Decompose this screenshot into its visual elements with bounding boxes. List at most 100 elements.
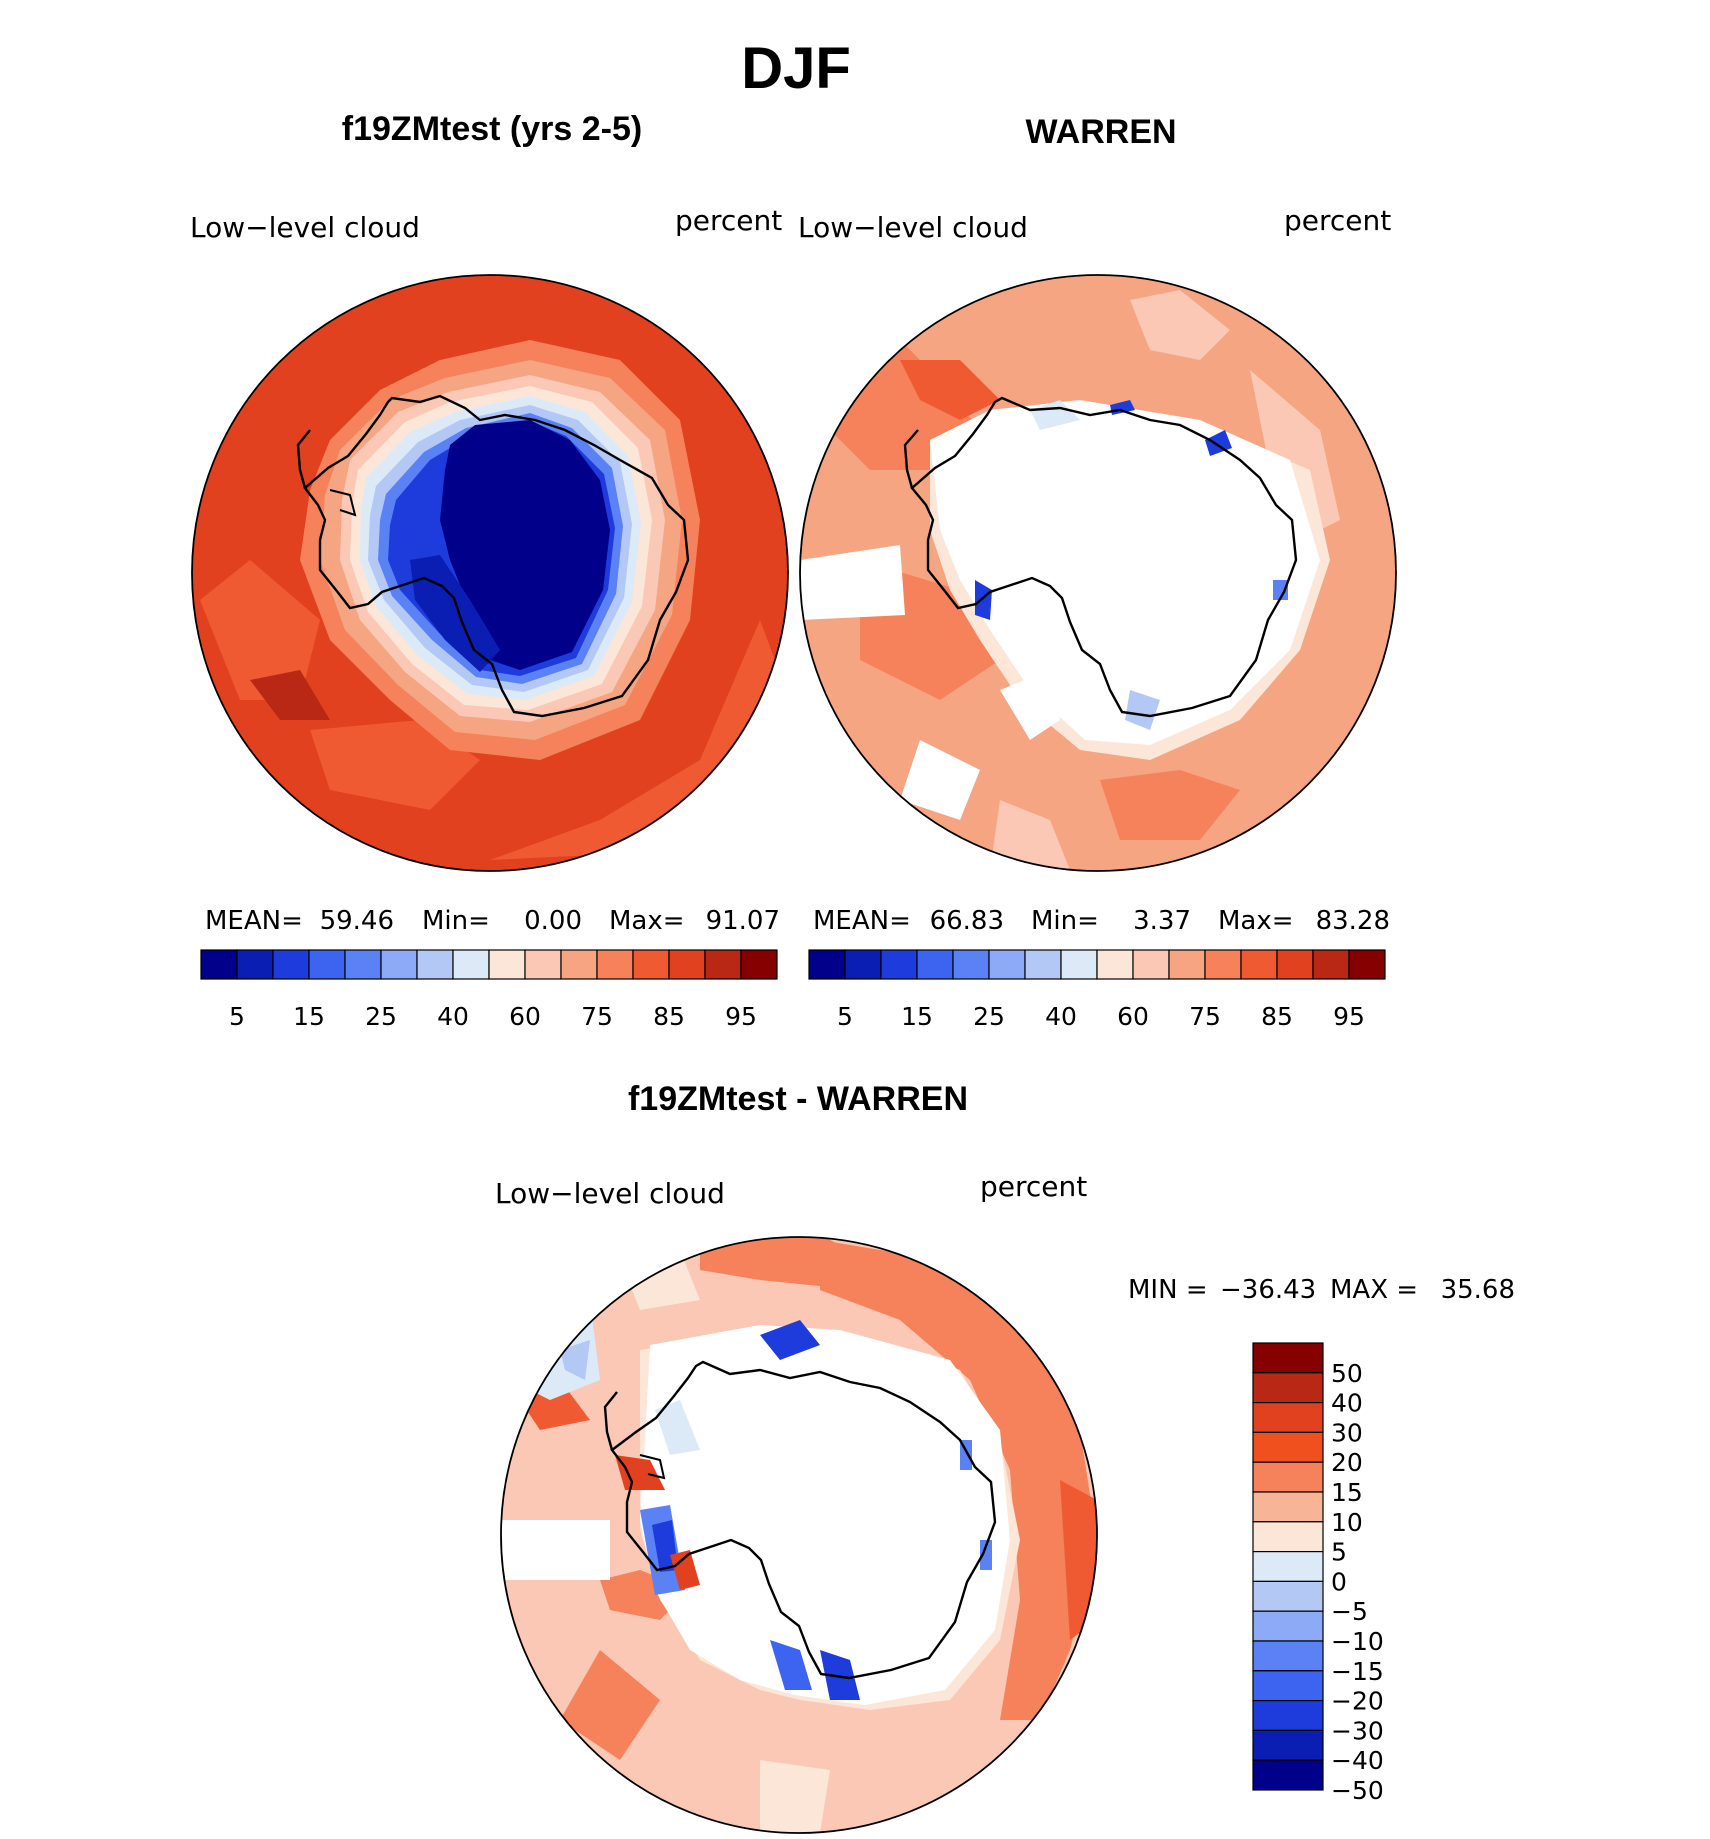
diff-colorbar-tick-label: −5 <box>1331 1597 1368 1626</box>
panel-b-colorbar-tick-label: 85 <box>1261 1002 1293 1031</box>
panel-b-colorbar-tick-label: 75 <box>1189 1002 1221 1031</box>
diff-colorbar-tick-label: −50 <box>1331 1776 1384 1805</box>
diff-colorbar-tick-label: 20 <box>1331 1448 1363 1477</box>
panel-a-colorbar-tick-label: 15 <box>293 1002 325 1031</box>
panel-b-colorbar-swatch <box>1204 949 1242 980</box>
diff-colorbar-swatch <box>1252 1461 1324 1493</box>
panel-a-colorbar-tick-label: 75 <box>581 1002 613 1031</box>
panel-a-colorbar-swatch <box>308 949 346 980</box>
diff-colorbar-tick-label: −20 <box>1331 1687 1384 1716</box>
panel-a-colorbar-swatch <box>524 949 562 980</box>
diff-variable-label: Low−level cloud <box>495 1177 725 1210</box>
panel-a-colorbar: 5 15 25 40 60 75 85 95 <box>200 949 778 1031</box>
diff-colorbar-swatch <box>1252 1431 1324 1463</box>
panel-b-mean-value: 66.83 <box>930 906 1004 936</box>
diff-panel-title: f19ZMtest - WARREN <box>628 1080 968 1118</box>
panel-b-colorbar-tick-label: 15 <box>901 1002 933 1031</box>
panel-b-colorbar-swatch <box>1312 949 1350 980</box>
diff-colorbar-swatch <box>1252 1521 1324 1553</box>
diff-panel-map <box>500 1236 1098 1834</box>
panel-a-colorbar-tick-label: 85 <box>653 1002 685 1031</box>
panel-a-colorbar-swatch <box>596 949 634 980</box>
diff-colorbar-swatch <box>1252 1670 1324 1702</box>
panel-b-colorbar-swatch <box>808 949 846 980</box>
panel-a-colorbar-tick-label: 40 <box>437 1002 469 1031</box>
panel-b-colorbar-swatch <box>952 949 990 980</box>
panel-a-colorbar-swatch <box>344 949 382 980</box>
panel-b-max-label: Max= <box>1218 906 1294 936</box>
diff-colorbar-tick-label: 0 <box>1331 1567 1347 1596</box>
panel-a-colorbar-swatch <box>200 949 238 980</box>
panel-b-colorbar-tick-label: 5 <box>837 1002 853 1031</box>
panel-b-colorbar: 5 15 25 40 60 75 85 95 <box>808 949 1386 1031</box>
diff-colorbar-swatch <box>1252 1640 1324 1672</box>
panel-b-min-label: Min= <box>1031 906 1099 936</box>
panel-b-colorbar-swatch <box>1240 949 1278 980</box>
panel-a-mean-value: 59.46 <box>320 906 394 936</box>
panel-b-stats: MEAN= 66.83 Min= 3.37 Max= 83.28 <box>813 906 1390 936</box>
panel-b-colorbar-tick-label: 95 <box>1333 1002 1365 1031</box>
panel-b-colorbar-swatch <box>1096 949 1134 980</box>
diff-colorbar-tick-label: −10 <box>1331 1627 1384 1656</box>
diff-colorbar-tick-label: −15 <box>1331 1657 1384 1686</box>
diff-colorbar-tick-label: 15 <box>1331 1478 1363 1507</box>
panel-b-colorbar-swatch <box>1060 949 1098 980</box>
panel-a-colorbar-swatch <box>452 949 490 980</box>
panel-b-colorbar-swatch <box>1024 949 1062 980</box>
panel-a-colorbar-swatch <box>704 949 742 980</box>
panel-a-stats: MEAN= 59.46 Min= 0.00 Max= 91.07 <box>205 906 780 936</box>
diff-colorbar-swatch <box>1252 1759 1324 1791</box>
diff-colorbar-tick-label: −30 <box>1331 1716 1384 1745</box>
diff-colorbar-swatch <box>1252 1550 1324 1582</box>
panel-b-colorbar-tick-label: 25 <box>973 1002 1005 1031</box>
panel-a-colorbar-swatch <box>632 949 670 980</box>
panel-a-colorbar-swatch <box>560 949 598 980</box>
panel-b-colorbar-swatch <box>988 949 1026 980</box>
season-title: DJF <box>741 36 851 101</box>
panel-a-colorbar-swatch <box>416 949 454 980</box>
panel-b-max-value: 83.28 <box>1316 906 1390 936</box>
diff-colorbar-swatch <box>1252 1610 1324 1642</box>
diff-colorbar-tick-label: −40 <box>1331 1746 1384 1775</box>
panel-a-colorbar-tick-label: 95 <box>725 1002 757 1031</box>
panel-b-high-patch <box>900 360 1000 420</box>
panel-a-map <box>191 274 789 872</box>
panel-b-colorbar-tick-label: 60 <box>1117 1002 1149 1031</box>
diff-colorbar-swatch <box>1252 1372 1324 1404</box>
panel-b-no-data-region <box>930 400 1320 745</box>
diff-no-data-region <box>640 1325 1010 1705</box>
panel-b-colorbar-swatch <box>880 949 918 980</box>
diff-colorbar-swatch <box>1252 1699 1324 1731</box>
panel-b-map-border <box>799 274 1397 872</box>
diff-units-label: percent <box>980 1170 1087 1203</box>
panel-a-mean-label: MEAN= <box>205 906 303 936</box>
diff-colorbar-tick-label: 40 <box>1331 1389 1363 1418</box>
diff-colorbar-tick-label: 30 <box>1331 1418 1363 1447</box>
panel-a-variable-label: Low−level cloud <box>190 211 420 244</box>
diff-stats: MIN = −36.43 MAX = 35.68 <box>1128 1275 1515 1305</box>
panel-b-colorbar-swatch <box>1348 949 1386 980</box>
panel-b-colorbar-swatch <box>916 949 954 980</box>
panel-a-high-cloud-patch <box>250 670 330 720</box>
diff-coastline <box>610 1360 997 1680</box>
panel-b-colorbar-tick-label: 40 <box>1045 1002 1077 1031</box>
diff-min-value: −36.43 <box>1220 1275 1316 1305</box>
panel-b-colorbar-swatch <box>1168 949 1206 980</box>
diff-colorbar-swatch <box>1252 1580 1324 1612</box>
diff-colorbar-tick-label: 5 <box>1331 1538 1347 1567</box>
diff-min-label: MIN = <box>1128 1275 1208 1305</box>
panel-b-coastline <box>910 396 1298 718</box>
panel-b-units-label: percent <box>1284 204 1391 237</box>
panel-a-colorbar-swatch <box>236 949 274 980</box>
panel-b-min-value: 3.37 <box>1133 906 1191 936</box>
diff-low-patch <box>760 1320 820 1360</box>
panel-a-coastline <box>303 394 690 718</box>
panel-b-colorbar-swatch <box>1132 949 1170 980</box>
panel-a-max-value: 91.07 <box>706 906 780 936</box>
panel-b-mean-label: MEAN= <box>813 906 911 936</box>
panel-a-title: f19ZMtest (yrs 2-5) <box>342 110 642 148</box>
panel-a-colorbar-swatch <box>488 949 526 980</box>
panel-a-max-label: Max= <box>609 906 685 936</box>
